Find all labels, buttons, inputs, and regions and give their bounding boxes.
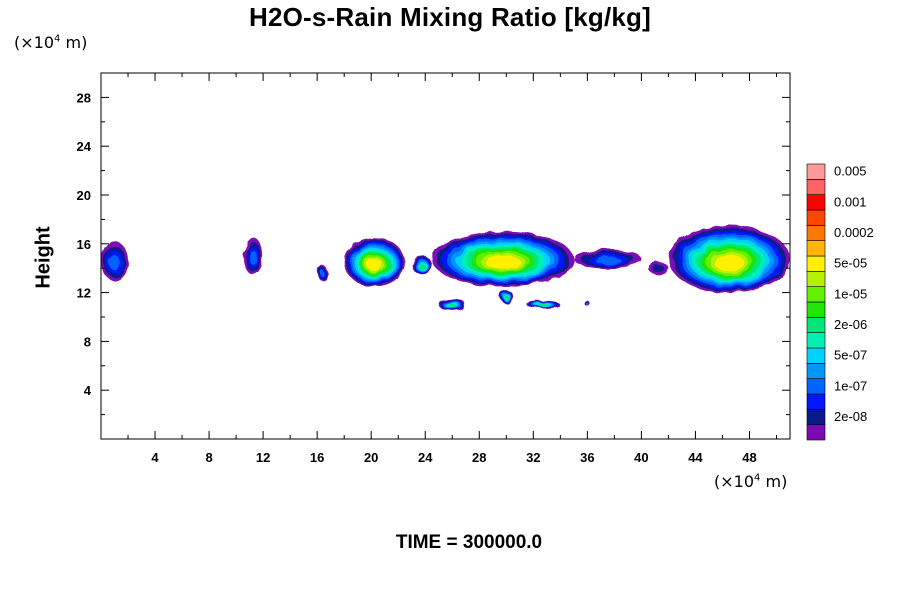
colorbar-swatch	[806, 409, 826, 425]
colorbar-swatch	[806, 255, 826, 272]
colorbar-swatch	[806, 393, 826, 410]
y-tick-label: 28	[77, 90, 91, 105]
x-tick-label: 16	[310, 450, 324, 465]
colorbar-swatch	[806, 332, 826, 349]
colorbar-swatch	[806, 240, 826, 257]
contour-fill	[504, 295, 509, 299]
colorbar-swatch	[806, 271, 826, 287]
y-tick-label: 4	[84, 383, 92, 398]
contour-regions	[101, 225, 790, 311]
colorbar-swatch	[806, 194, 826, 211]
colorbar-swatch	[806, 301, 826, 318]
colorbar-swatch	[806, 179, 826, 195]
colorbar-swatch	[806, 347, 826, 364]
x-tick-label: 48	[742, 450, 756, 465]
colorbar-swatch	[806, 225, 826, 241]
contour-fill	[320, 270, 325, 277]
contour-fill	[652, 264, 665, 273]
colorbar-label: 0.0002	[834, 225, 874, 240]
x-unit-prefix: (×10	[714, 472, 755, 491]
y-tick-label: 24	[77, 139, 92, 154]
colorbar-swatch	[806, 378, 826, 395]
colorbar-label: 0.005	[834, 164, 867, 179]
x-tick-label: 8	[205, 450, 212, 465]
x-unit-exponent: 4	[754, 472, 761, 484]
colorbar-swatch	[806, 286, 826, 303]
plot-frame	[100, 72, 791, 440]
colorbar-label: 5e-05	[834, 256, 867, 271]
chart-title: H2O-s-Rain Mixing Ratio [kg/kg]	[248, 2, 651, 32]
contour-fill	[109, 255, 120, 271]
x-tick-label: 12	[256, 450, 270, 465]
x-tick-label: 28	[472, 450, 486, 465]
colorbar-label: 0.001	[834, 194, 867, 209]
time-label: TIME = 300000.0	[395, 532, 543, 553]
contour-fill	[367, 258, 383, 271]
colorbar-swatch	[806, 363, 826, 379]
contour-fill	[448, 303, 457, 308]
x-tick-label: 36	[580, 450, 594, 465]
contour-fill	[594, 256, 621, 264]
x-tick-label: 32	[526, 450, 540, 465]
y-unit-suffix: m)	[60, 33, 88, 52]
x-tick-label: 40	[634, 450, 648, 465]
colorbar-label: 1e-05	[834, 286, 867, 301]
x-tick-label: 20	[364, 450, 378, 465]
y-tick-label: 20	[77, 188, 91, 203]
x-tick-label: 24	[418, 450, 433, 465]
contour-fill	[418, 263, 425, 269]
colorbar-label: 2e-08	[834, 409, 867, 424]
colorbar: 2e-08 1e-07 5e-07 2e-06 1e-05 5e-05 0.0002 0.00…	[806, 163, 874, 441]
colorbar-swatch	[806, 209, 826, 226]
colorbar-swatch	[806, 163, 826, 180]
x-axis-unit: (×104 m)	[714, 472, 787, 491]
y-unit-prefix: (×10	[14, 33, 55, 52]
x-unit-suffix: m)	[760, 472, 788, 491]
colorbar-label: 2e-06	[834, 317, 867, 332]
colorbar-label: 5e-07	[834, 348, 867, 363]
contour-fill	[585, 302, 589, 305]
colorbar-swatch	[806, 424, 826, 441]
y-tick-label: 8	[84, 334, 91, 349]
x-tick-label: 4	[151, 450, 159, 465]
contour-fill	[538, 303, 549, 307]
y-unit-exponent: 4	[54, 33, 61, 45]
y-tick-label: 16	[77, 237, 91, 252]
contour-fill	[249, 250, 257, 265]
contour-fill	[714, 254, 745, 272]
y-tick-label: 12	[77, 286, 91, 301]
y-axis-unit: (×104 m)	[14, 33, 87, 52]
colorbar-swatch	[806, 317, 826, 333]
colorbar-label: 1e-07	[834, 378, 867, 393]
contour-fill	[485, 255, 521, 269]
x-tick-label: 44	[688, 450, 703, 465]
